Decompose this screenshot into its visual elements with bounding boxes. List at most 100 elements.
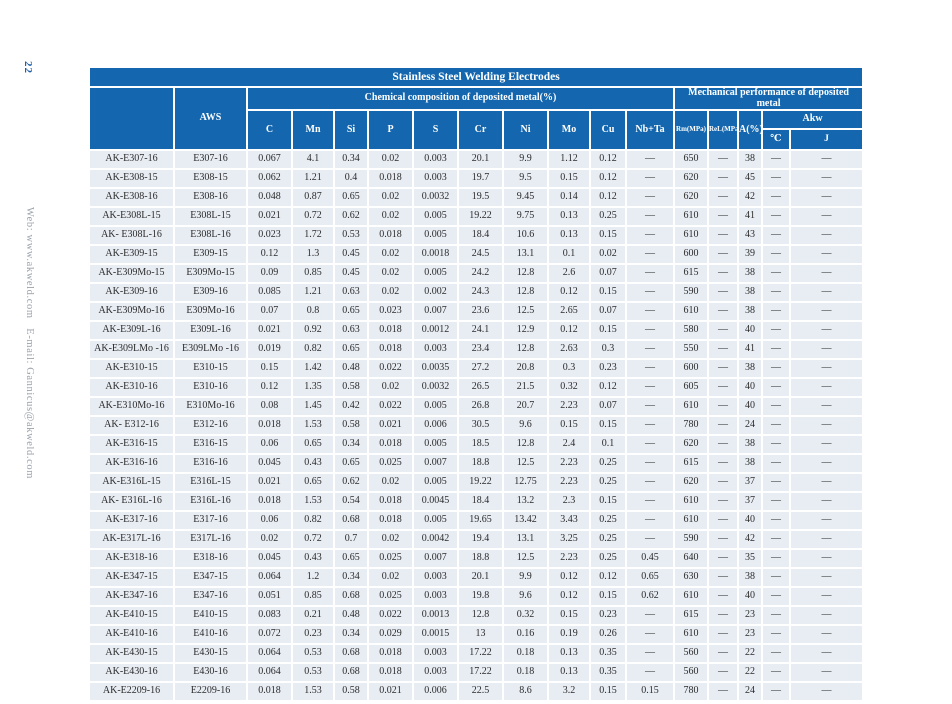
table-title-row: Stainless Steel Welding Electrodes	[87, 66, 865, 88]
cell-rel: —	[707, 358, 739, 379]
cell-akw-j: —	[788, 225, 865, 246]
cell-model: AK-E309Mo-16	[88, 301, 175, 322]
cell-ni: 9.6	[502, 415, 549, 436]
cell-mn: 1.35	[291, 377, 335, 398]
cell-c: 0.018	[246, 491, 293, 512]
cell-s: 0.0012	[412, 320, 459, 341]
cell-si: 0.62	[333, 206, 369, 227]
cell-mo: 2.4	[547, 434, 591, 455]
cell-model: AK-E310-16	[88, 377, 175, 398]
cell-akw-c: —	[761, 149, 791, 170]
cell-nbta: —	[625, 415, 675, 436]
cell-model: AK-E308-15	[88, 168, 175, 189]
cell-mo: 2.6	[547, 263, 591, 284]
cell-model: AK-E2209-16	[88, 681, 175, 702]
cell-ni: 0.18	[502, 643, 549, 664]
cell-cu: 0.23	[589, 358, 627, 379]
cell-mo: 0.13	[547, 662, 591, 683]
cell-a: 24	[737, 681, 763, 702]
cell-mo: 2.65	[547, 301, 591, 322]
cell-mn: 0.43	[291, 548, 335, 569]
cell-rel: —	[707, 206, 739, 227]
cell-rel: —	[707, 225, 739, 246]
cell-nbta: —	[625, 510, 675, 531]
cell-c: 0.064	[246, 567, 293, 588]
cell-mn: 0.92	[291, 320, 335, 341]
cell-rel: —	[707, 339, 739, 360]
cell-p: 0.022	[367, 396, 414, 417]
cell-rel: —	[707, 605, 739, 626]
cell-aws: E312-16	[173, 415, 248, 436]
cell-cu: 0.12	[589, 567, 627, 588]
cell-nbta: —	[625, 434, 675, 455]
cell-si: 0.65	[333, 339, 369, 360]
table-row: AK-E307-16 E307-16 0.067 4.1 0.34 0.02 0.003 20…	[88, 149, 865, 170]
cell-cu: 0.02	[589, 244, 627, 265]
table-row: AK-E309-15 E309-15 0.12 1.3 0.45 0.02 0.0018 24…	[88, 244, 865, 265]
cell-p: 0.025	[367, 548, 414, 569]
cell-rel: —	[707, 415, 739, 436]
cell-cr: 19.65	[457, 510, 504, 531]
cell-aws: E410-16	[173, 624, 248, 645]
cell-akw-j: —	[788, 643, 865, 664]
cell-s: 0.0032	[412, 187, 459, 208]
cell-si: 0.34	[333, 567, 369, 588]
cell-si: 0.48	[333, 358, 369, 379]
cell-cr: 26.8	[457, 396, 504, 417]
cell-cu: 0.15	[589, 282, 627, 303]
cell-model: AK-E316-16	[88, 453, 175, 474]
cell-a: 40	[737, 320, 763, 341]
cell-si: 0.34	[333, 624, 369, 645]
cell-si: 0.62	[333, 472, 369, 493]
cell-cr: 18.4	[457, 491, 504, 512]
cell-cr: 18.8	[457, 548, 504, 569]
cell-c: 0.018	[246, 415, 293, 436]
cell-c: 0.06	[246, 510, 293, 531]
cell-mo: 0.12	[547, 320, 591, 341]
cell-model: AK-E318-16	[88, 548, 175, 569]
cell-a: 24	[737, 415, 763, 436]
cell-akw-j: —	[788, 453, 865, 474]
cell-aws: E316L-15	[173, 472, 248, 493]
cell-cu: 0.15	[589, 491, 627, 512]
cell-cu: 0.35	[589, 643, 627, 664]
cell-mo: 2.23	[547, 548, 591, 569]
cell-cr: 18.4	[457, 225, 504, 246]
col-header-cr: Cr	[457, 109, 504, 151]
cell-akw-c: —	[761, 282, 791, 303]
col-header-mn: Mn	[291, 109, 335, 151]
cell-c: 0.021	[246, 206, 293, 227]
cell-rm: 610	[673, 624, 709, 645]
cell-p: 0.023	[367, 301, 414, 322]
cell-mn: 0.53	[291, 643, 335, 664]
cell-rel: —	[707, 662, 739, 683]
cell-a: 37	[737, 472, 763, 493]
cell-ni: 9.6	[502, 586, 549, 607]
cell-aws: E309Mo-15	[173, 263, 248, 284]
cell-ni: 20.8	[502, 358, 549, 379]
cell-ni: 0.18	[502, 662, 549, 683]
cell-a: 42	[737, 529, 763, 550]
cell-akw-j: —	[788, 681, 865, 702]
cell-aws: E309-15	[173, 244, 248, 265]
cell-ni: 12.5	[502, 548, 549, 569]
cell-akw-j: —	[788, 529, 865, 550]
cell-aws: E309Mo-16	[173, 301, 248, 322]
cell-cu: 0.25	[589, 453, 627, 474]
cell-p: 0.018	[367, 339, 414, 360]
cell-nbta: —	[625, 662, 675, 683]
col-header-rel: ReL(MPa)	[707, 109, 739, 151]
cell-si: 0.65	[333, 548, 369, 569]
cell-p: 0.022	[367, 358, 414, 379]
cell-a: 41	[737, 206, 763, 227]
table-row: AK-E309Mo-15 E309Mo-15 0.09 0.85 0.45 0.02 0.0…	[88, 263, 865, 284]
cell-mo: 0.1	[547, 244, 591, 265]
cell-rm: 610	[673, 510, 709, 531]
cell-mn: 1.21	[291, 168, 335, 189]
table-row: AK-E410-16 E410-16 0.072 0.23 0.34 0.029 0.001…	[88, 624, 865, 645]
cell-model: AK-E316L-15	[88, 472, 175, 493]
cell-a: 40	[737, 396, 763, 417]
cell-nbta: —	[625, 244, 675, 265]
cell-rel: —	[707, 187, 739, 208]
cell-akw-j: —	[788, 377, 865, 398]
